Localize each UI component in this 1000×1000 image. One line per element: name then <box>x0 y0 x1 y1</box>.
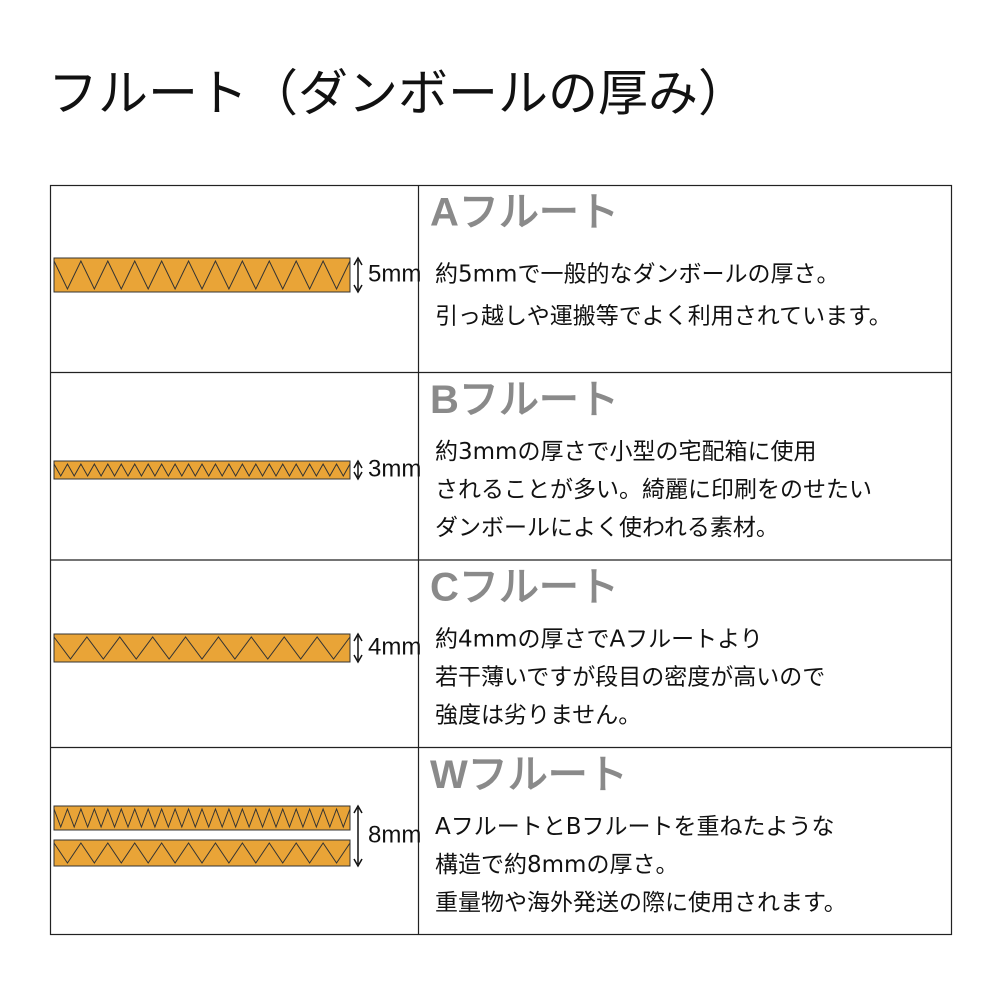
thickness-label: 3mm <box>368 455 421 482</box>
arrow-head <box>353 256 363 294</box>
flute-wave <box>53 842 351 864</box>
description-line: 若干薄いですが段目の密度が高いので <box>435 665 825 691</box>
board-strip <box>53 839 351 867</box>
arrow-head <box>353 632 363 664</box>
page-title: フルート（ダンボールの厚み） <box>48 65 748 123</box>
flute-wave <box>53 807 351 829</box>
description-line: AフルートとBフルートを重ねたような <box>435 814 835 840</box>
description-line: されることが多い。綺麗に印刷をのせたい <box>435 477 872 503</box>
description-line: 重量物や海外発送の際に使用されます。 <box>435 890 847 916</box>
thickness-label: 8mm <box>368 821 421 848</box>
description-line: 構造で約8mmの厚さ。 <box>435 852 678 878</box>
thickness-label: 4mm <box>368 633 421 660</box>
table-rows: 5mm Aフルート約5mmで一般的なダンボールの厚さ。引っ越しや運搬等でよく利用さ… <box>50 191 951 916</box>
description-line: 引っ越しや運搬等でよく利用されています。 <box>435 304 892 330</box>
arrow-head <box>353 804 363 868</box>
description-line: 約3mmの厚さで小型の宅配箱に使用 <box>435 439 816 465</box>
arrow-head <box>353 459 363 481</box>
board-strip <box>53 257 351 293</box>
flute-name: Bフルート <box>430 378 619 422</box>
flute-wave <box>53 636 351 660</box>
flute-wave <box>53 259 351 291</box>
thickness-label: 5mm <box>368 260 421 287</box>
flute-name: Wフルート <box>430 753 628 797</box>
description-line: 約5mmで一般的なダンボールの厚さ。 <box>435 262 839 288</box>
description-line: 約4mmの厚さでAフルートより <box>435 627 763 653</box>
flute-name: Aフルート <box>430 191 619 235</box>
flute-wave <box>53 462 351 478</box>
flute-name: Cフルート <box>430 566 619 610</box>
board-strip <box>53 633 351 663</box>
board-strip <box>53 460 351 480</box>
description-line: ダンボールによく使われる素材。 <box>435 515 779 541</box>
description-line: 強度は劣りません。 <box>435 703 641 729</box>
